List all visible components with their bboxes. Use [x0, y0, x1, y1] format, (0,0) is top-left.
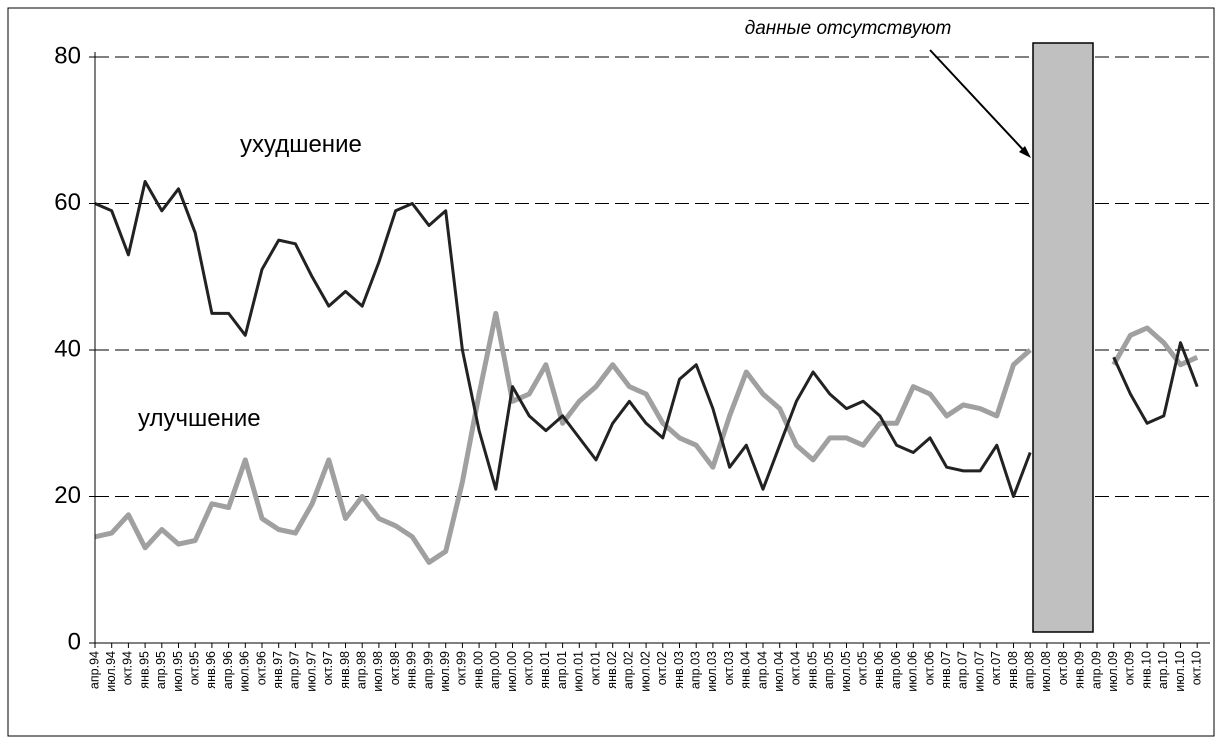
x-tick-label: июл.98 — [371, 651, 385, 692]
x-tick-label: апр.05 — [822, 651, 836, 689]
x-tick-label: окт.03 — [722, 651, 736, 685]
y-tick-label: 40 — [54, 335, 81, 362]
x-tick-label: янв.08 — [1006, 651, 1020, 689]
x-tick-label: июл.10 — [1173, 651, 1187, 692]
x-tick-label: июл.02 — [638, 651, 652, 692]
x-tick-label: апр.02 — [622, 651, 636, 689]
x-tick-label: окт.05 — [855, 651, 869, 685]
x-tick-label: апр.00 — [488, 651, 502, 689]
x-tick-label: окт.01 — [588, 651, 602, 685]
x-tick-label: апр.04 — [755, 651, 769, 689]
x-tick-label: июл.07 — [972, 651, 986, 692]
x-tick-label: янв.05 — [805, 651, 819, 689]
x-tick-label: окт.95 — [187, 651, 201, 685]
annotation-arrow — [929, 49, 1029, 156]
x-tick-label: окт.94 — [121, 651, 135, 685]
x-tick-label: апр.10 — [1156, 651, 1170, 689]
x-tick-label: янв.99 — [405, 651, 419, 689]
x-tick-label: янв.01 — [538, 651, 552, 689]
x-tick-label: окт.02 — [655, 651, 669, 685]
x-tick-label: янв.10 — [1139, 651, 1153, 689]
x-tick-label: окт.99 — [455, 651, 469, 685]
x-tick-label: апр.96 — [221, 651, 235, 689]
x-tick-label: апр.08 — [1022, 651, 1036, 689]
x-tick-label: апр.95 — [154, 651, 168, 689]
x-tick-label: апр.07 — [956, 651, 970, 689]
x-tick-label: апр.06 — [889, 651, 903, 689]
y-tick-label: 20 — [54, 482, 81, 509]
y-tick-label: 80 — [54, 42, 81, 69]
series-line — [94, 180, 1199, 498]
x-tick-label: янв.06 — [872, 651, 886, 689]
chart-border — [7, 7, 1215, 737]
missing-data-box — [1032, 42, 1094, 633]
series-label: улучшение — [138, 405, 261, 432]
x-tick-label: апр.01 — [555, 651, 569, 689]
x-tick-label: июл.99 — [438, 651, 452, 692]
x-tick-label: окт.00 — [521, 651, 535, 685]
x-tick-label: июл.08 — [1039, 651, 1053, 692]
x-tick-label: янв.07 — [939, 651, 953, 689]
x-tick-label: апр.99 — [421, 651, 435, 689]
x-tick-label: апр.98 — [354, 651, 368, 689]
x-tick-label: янв.02 — [605, 651, 619, 689]
x-tick-label: окт.10 — [1189, 651, 1203, 685]
x-tick-label: июл.00 — [505, 651, 519, 692]
x-tick-label: окт.96 — [254, 651, 268, 685]
x-tick-label: янв.00 — [471, 651, 485, 689]
y-tick-label: 60 — [54, 189, 81, 216]
x-tick-label: янв.98 — [338, 651, 352, 689]
y-tick-label: 0 — [68, 628, 81, 655]
x-tick-label: окт.04 — [789, 651, 803, 685]
x-tick-label: июл.04 — [772, 651, 786, 692]
series-label: ухудшение — [240, 131, 362, 158]
x-tick-label: янв.97 — [271, 651, 285, 689]
x-tick-label: апр.03 — [688, 651, 702, 689]
arrow-head — [1019, 146, 1031, 158]
x-tick-label: июл.01 — [572, 651, 586, 692]
x-tick-label: июл.09 — [1106, 651, 1120, 692]
x-tick-label: апр.09 — [1089, 651, 1103, 689]
x-tick-label: янв.09 — [1073, 651, 1087, 689]
series-line — [94, 310, 1199, 565]
x-tick-label: июл.97 — [304, 651, 318, 692]
x-tick-label: апр.94 — [87, 651, 101, 689]
x-tick-label: янв.03 — [672, 651, 686, 689]
x-tick-label: июл.03 — [705, 651, 719, 692]
x-tick-label: июл.06 — [906, 651, 920, 692]
x-tick-label: окт.09 — [1123, 651, 1137, 685]
x-tick-label: июл.94 — [104, 651, 118, 692]
x-tick-label: окт.06 — [922, 651, 936, 685]
x-tick-label: окт.98 — [388, 651, 402, 685]
x-tick-label: апр.97 — [288, 651, 302, 689]
x-tick-label: июл.05 — [839, 651, 853, 692]
x-tick-label: окт.07 — [989, 651, 1003, 685]
x-tick-label: июл.95 — [171, 651, 185, 692]
annotation: данные отсутствуют — [745, 18, 952, 39]
x-tick-label: окт.97 — [321, 651, 335, 685]
x-tick-label: янв.96 — [204, 651, 218, 689]
x-tick-label: июл.96 — [238, 651, 252, 692]
x-tick-label: окт.08 — [1056, 651, 1070, 685]
x-tick-label: янв.95 — [137, 651, 151, 689]
x-tick-label: янв.04 — [739, 651, 753, 689]
